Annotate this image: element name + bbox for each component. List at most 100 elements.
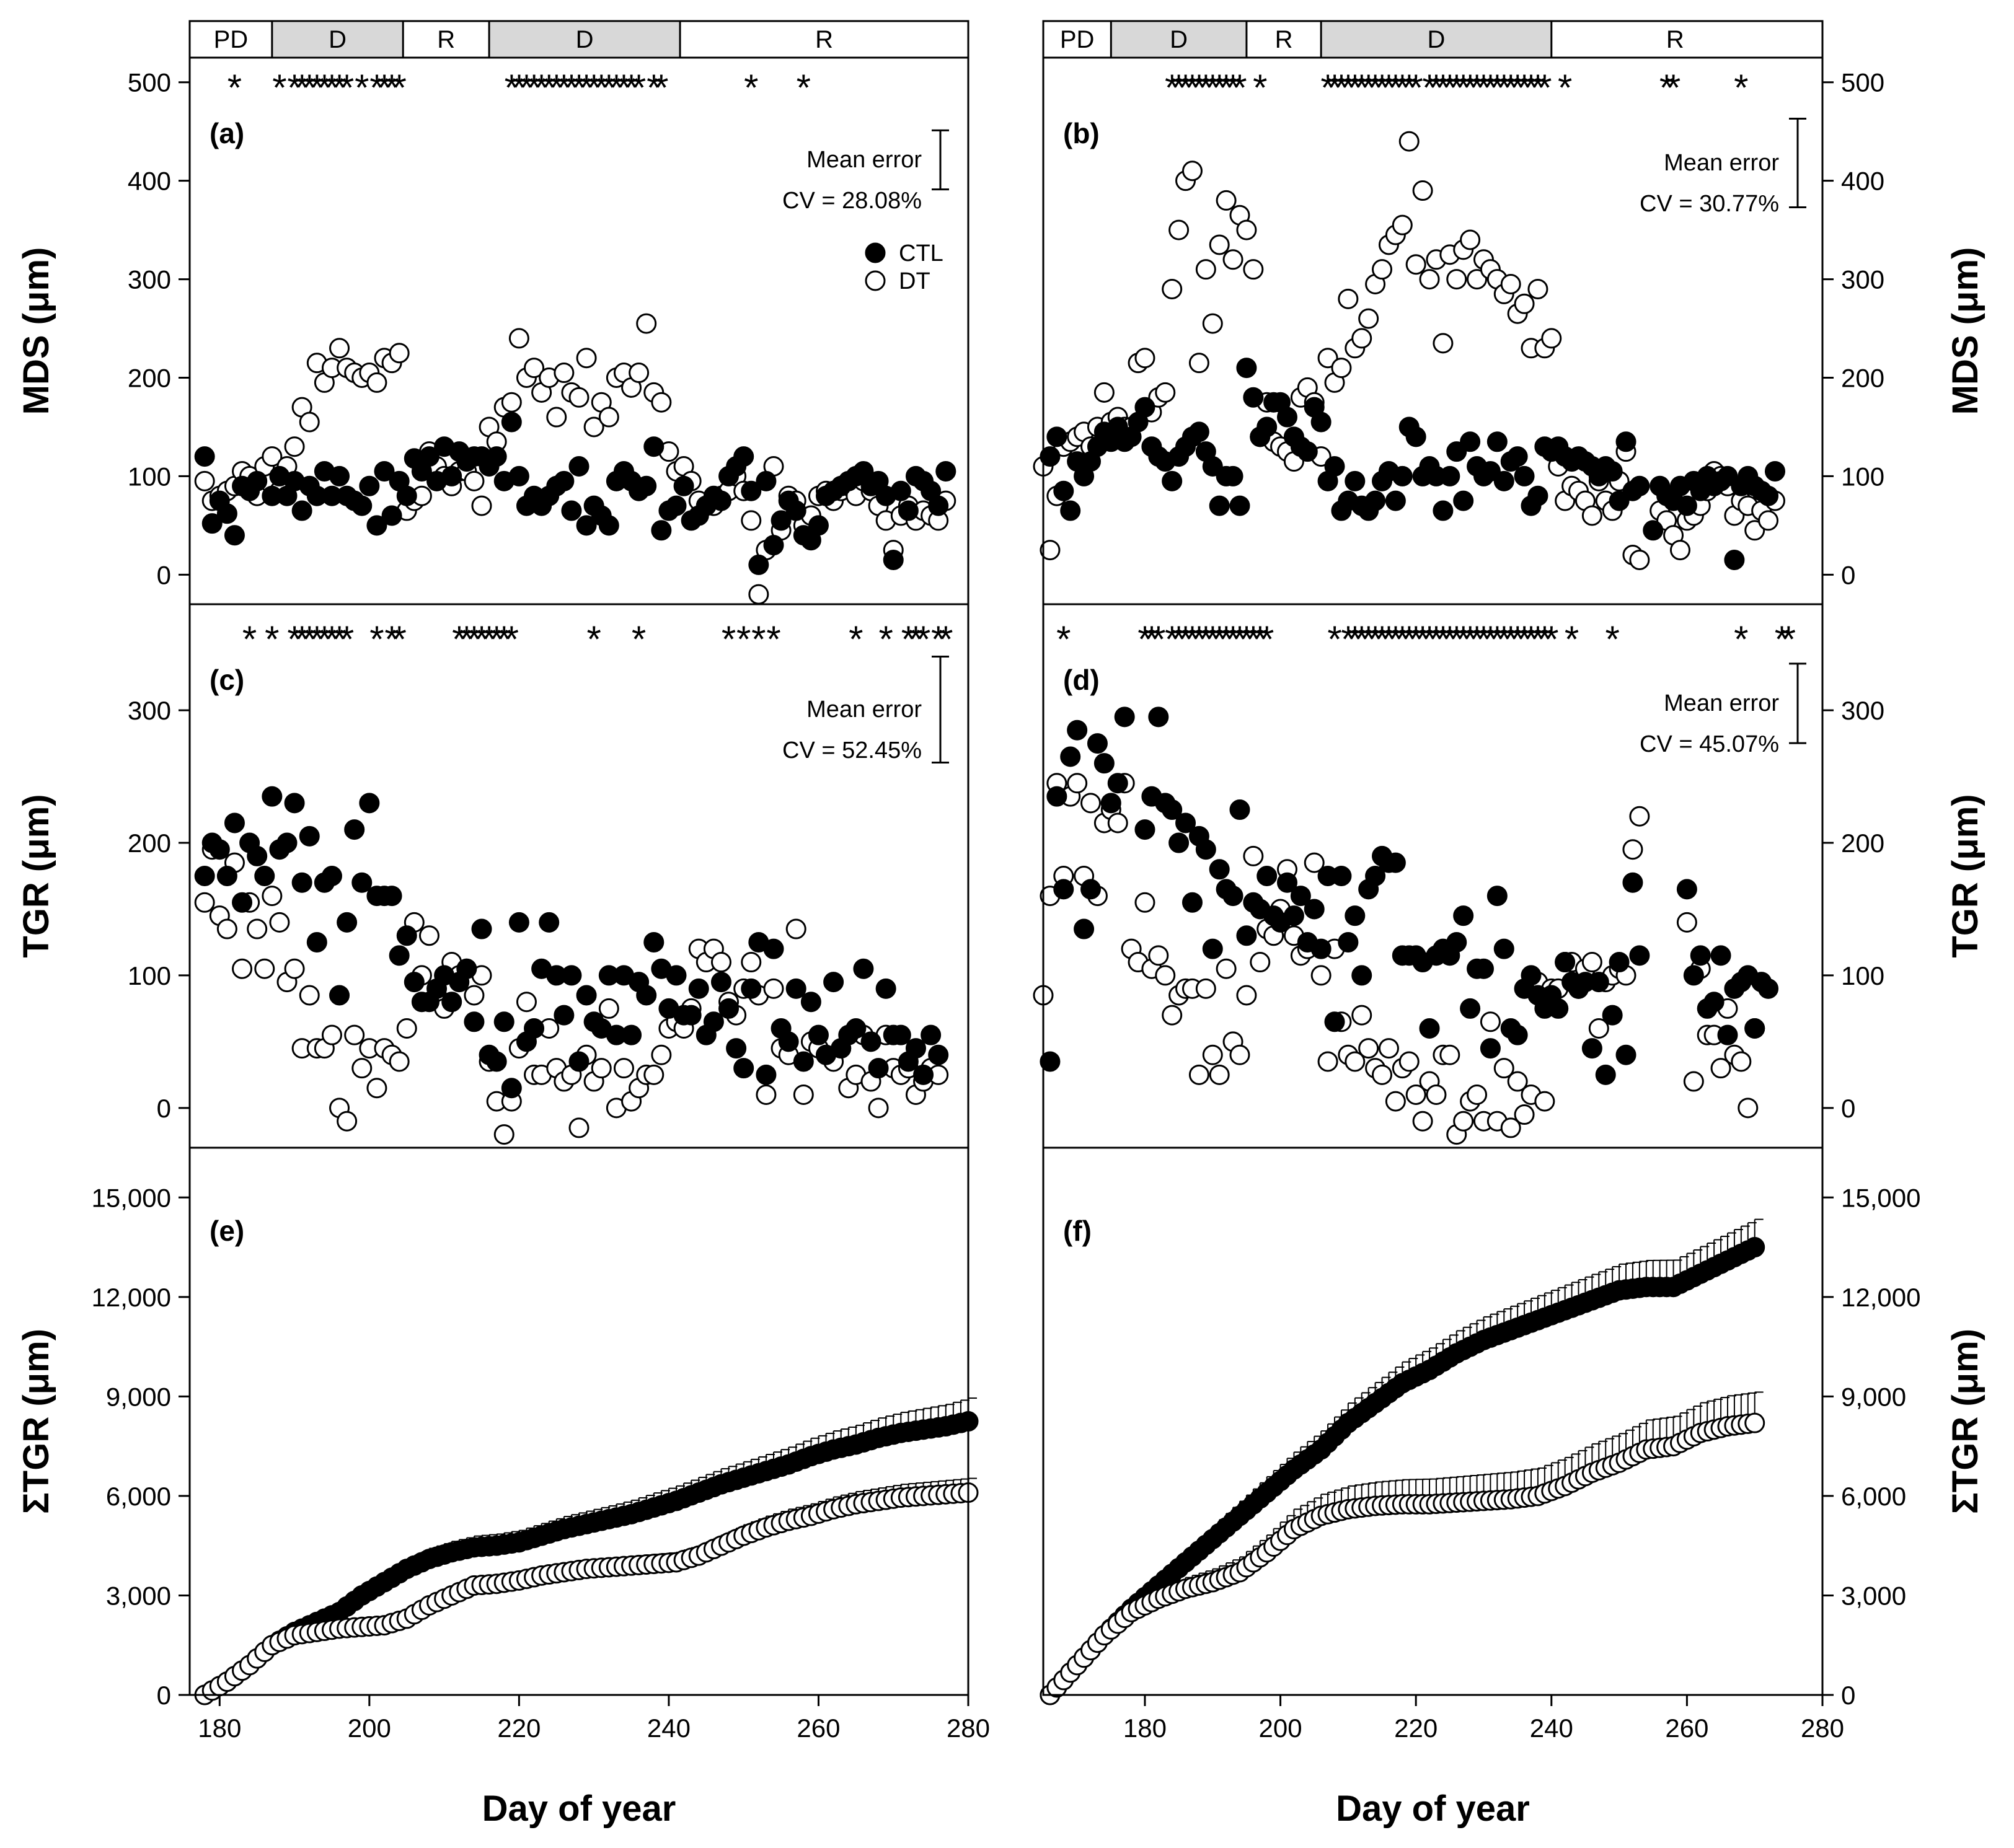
ctl-point [321,866,342,886]
dt-point [1581,505,1602,526]
ctl-point [778,1031,799,1052]
mean-error-label: Mean error [806,147,922,173]
significance-star: * [1442,67,1457,108]
dt-point [1351,328,1372,349]
panel-c [194,655,949,1145]
ctl-point [501,411,522,433]
y-tick-label: 400 [1841,167,1884,196]
data-layer [194,117,1806,1705]
ctl-point [216,503,237,524]
phase-segment-shaded [1111,22,1247,56]
ctl-point [756,1064,777,1085]
significance-star: * [1226,618,1240,660]
ctl-point [568,456,590,477]
y-tick-label: 0 [1841,560,1855,589]
y-tick-label: 12,000 [92,1283,171,1312]
ctl-point [464,1011,485,1032]
ctl-point [748,554,769,575]
ctl-point [621,1024,642,1045]
ctl-point [1602,460,1623,482]
ctl-point [763,535,784,556]
dt-point [1134,892,1155,913]
significance-star: * [332,618,347,660]
dt-point [598,998,619,1019]
ctl-point [1439,465,1460,486]
ctl-point [636,985,657,1006]
dt-point [1168,219,1190,240]
significance-star: * [939,618,953,660]
ctl-point [1093,753,1115,774]
dt-point [629,363,650,384]
ctl-point [351,872,373,893]
y-tick-label: 9,000 [106,1382,171,1411]
x-tick-label: 260 [1665,1714,1708,1743]
significance-star: * [384,618,399,660]
dt-point [1758,510,1779,531]
significance-star: * [459,618,474,660]
x-tick-label: 200 [1259,1714,1302,1743]
ctl-point [486,1051,507,1072]
ctl-point [1690,945,1711,966]
dt-point [366,1078,387,1099]
y-axis-title: ΣTGR (μm) [16,1329,56,1514]
significance-star: * [325,67,339,108]
y-tick-label: 0 [157,1094,171,1123]
dt-point [1202,1044,1223,1065]
y-tick-label: 0 [157,1681,171,1710]
y-tick-label: 0 [157,560,171,589]
significance-star: * [1415,618,1429,660]
ctl-point [291,500,312,521]
phase-label: R [1275,26,1293,53]
dt-point [576,348,597,369]
dt-point [763,978,784,999]
dt-point [1358,308,1379,329]
significance-star: * [340,67,354,108]
significance-star: * [564,67,578,108]
dt-point [1738,1098,1759,1119]
ctl-point [576,985,597,1006]
dt-point [1378,1038,1399,1059]
ctl-point [1480,1038,1501,1059]
dt-point [1500,274,1521,295]
dt-point [1676,912,1697,933]
ctl-point [224,525,245,546]
ctl-point [404,972,425,993]
legend-label: DT [899,268,930,294]
dt-point [1744,520,1765,541]
ctl-point [247,470,268,491]
ctl-point [1107,773,1128,794]
dt-point [1358,1038,1379,1059]
dt-point [1588,1018,1609,1039]
ctl-point [1473,958,1494,979]
significance-star: * [1524,618,1538,660]
mean-error-label: Mean error [1664,690,1779,716]
significance-star: * [1544,618,1558,660]
y-tick-label: 300 [128,696,171,725]
significance-star: * [1429,67,1443,108]
dt-point [643,1064,665,1085]
dt-point [793,1084,814,1105]
significance-star: * [1734,67,1748,108]
y-tick-label: 12,000 [1841,1283,1920,1312]
significance-star: * [1334,67,1348,108]
ctl-point [576,515,597,536]
cv-label: CV = 30.77% [1640,191,1779,217]
dt-point [1507,1071,1528,1092]
ctl-point [254,866,275,886]
ctl-point [456,958,477,979]
ctl-point [1324,1011,1345,1032]
ctl-point [1446,931,1467,953]
significance-star: * [624,67,638,108]
ctl-point [928,1044,949,1065]
ctl-point [666,965,687,986]
ctl-point [232,892,253,913]
phase-label: PD [214,26,249,53]
significance-star: * [1497,618,1511,660]
dt-point [785,918,806,939]
ctl-point [1257,416,1278,438]
significance-star: * [1422,67,1436,108]
significance-star: * [1253,618,1267,660]
ctl-point [710,972,731,993]
significance-star: * [1456,618,1470,660]
dt-point [284,436,305,457]
